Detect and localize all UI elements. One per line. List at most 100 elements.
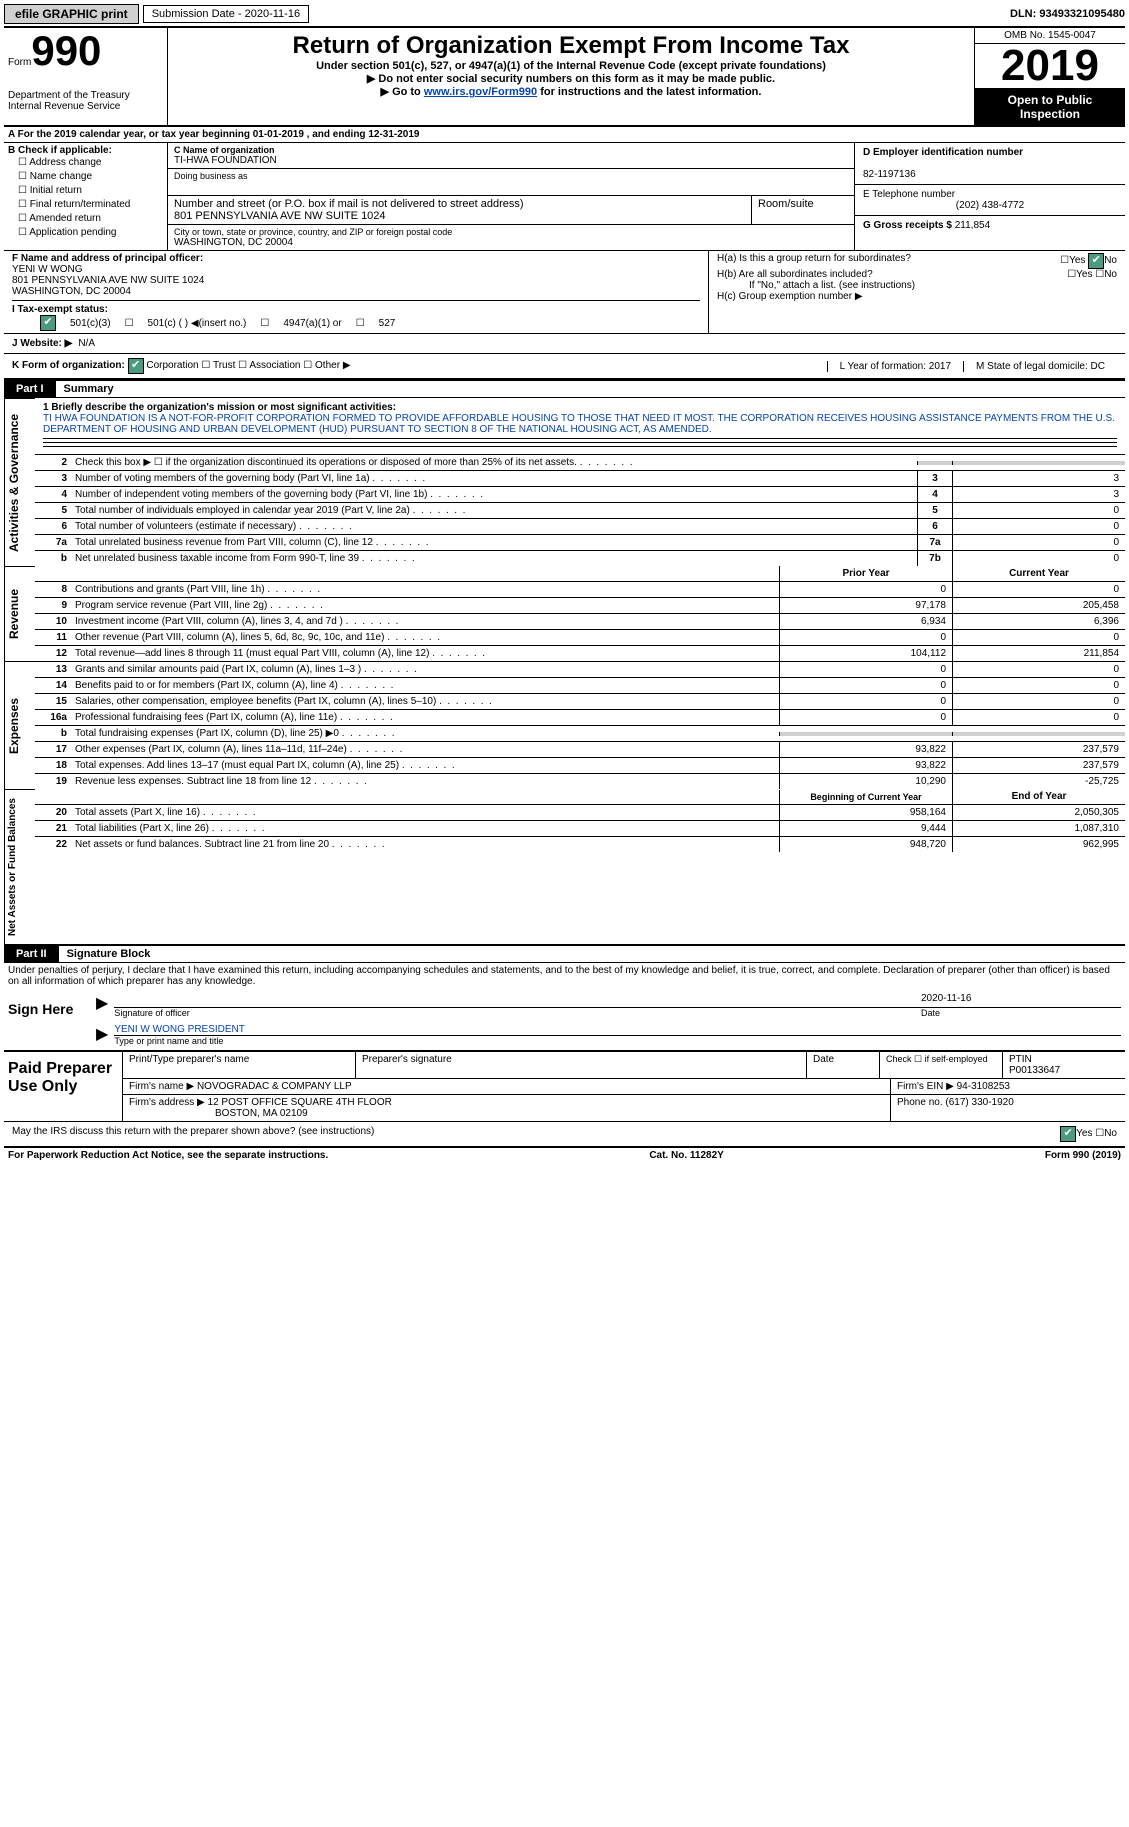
ptin-value: P00133647	[1009, 1065, 1060, 1076]
signature-block: Under penalties of perjury, I declare th…	[4, 963, 1125, 1052]
side-governance: Activities & Governance	[4, 398, 35, 566]
chk-initial-return[interactable]: Initial return	[8, 184, 163, 198]
governance-section: Activities & Governance 1 Briefly descri…	[4, 398, 1125, 566]
ha-lbl: H(a) Is this a group return for subordin…	[717, 253, 911, 269]
chk-final-return[interactable]: Final return/terminated	[8, 198, 163, 212]
sig-date-lbl: Date	[921, 1008, 1121, 1018]
expenses-section: Expenses 13Grants and similar amounts pa…	[4, 661, 1125, 789]
officer-block: F Name and address of principal officer:…	[4, 251, 1125, 334]
summary-line: bNet unrelated business taxable income f…	[35, 550, 1125, 566]
chk-corporation[interactable]: ✔	[128, 358, 144, 374]
caret-icon: ▶	[96, 993, 108, 1018]
opt-501c: 501(c) ( ) ◀(insert no.)	[148, 318, 247, 329]
firm-addr1: 12 POST OFFICE SQUARE 4TH FLOOR	[208, 1097, 392, 1108]
name-lbl: C Name of organization	[174, 145, 275, 155]
footer: For Paperwork Reduction Act Notice, see …	[4, 1148, 1125, 1163]
entity-block: B Check if applicable: Address change Na…	[4, 143, 1125, 251]
summary-line: 17Other expenses (Part IX, column (A), l…	[35, 741, 1125, 757]
summary-line: 13Grants and similar amounts paid (Part …	[35, 661, 1125, 677]
summary-line: 11Other revenue (Part VIII, column (A), …	[35, 629, 1125, 645]
gross-value: 211,854	[955, 220, 990, 231]
summary-line: 14Benefits paid to or for members (Part …	[35, 677, 1125, 693]
caret-icon: ▶	[96, 1024, 108, 1046]
chk-501c3[interactable]: ✔	[40, 315, 56, 331]
summary-line: 10Investment income (Part VIII, column (…	[35, 613, 1125, 629]
col-end: End of Year	[952, 789, 1125, 804]
street-address: 801 PENNSYLVANIA AVE NW SUITE 1024	[174, 210, 745, 222]
firm-phone: (617) 330-1920	[945, 1097, 1013, 1108]
efile-print-btn[interactable]: efile GRAPHIC print	[4, 4, 139, 24]
summary-line: 5Total number of individuals employed in…	[35, 502, 1125, 518]
col-begin: Beginning of Current Year	[779, 790, 952, 804]
col-prior: Prior Year	[779, 566, 952, 581]
part2-num: Part II	[4, 946, 59, 962]
chk-amended[interactable]: Amended return	[8, 212, 163, 226]
ha-answer[interactable]: ☐Yes ✔No	[1060, 253, 1117, 269]
part1-num: Part I	[4, 381, 56, 397]
part2-header: Part II Signature Block	[4, 944, 1125, 963]
discuss-row: May the IRS discuss this return with the…	[4, 1122, 1125, 1148]
tel-value: (202) 438-4772	[863, 200, 1117, 211]
org-name: TI-HWA FOUNDATION	[174, 155, 848, 166]
form-header: Form990 Department of the Treasury Inter…	[4, 28, 1125, 127]
summary-line: 3Number of voting members of the governi…	[35, 470, 1125, 486]
officer-printed-name: YENI W WONG PRESIDENT	[114, 1024, 1121, 1036]
sig-date: 2020-11-16	[921, 993, 1121, 1007]
under-section: Under section 501(c), 527, or 4947(a)(1)…	[172, 60, 970, 72]
summary-line: 15Salaries, other compensation, employee…	[35, 693, 1125, 709]
dept-treasury: Department of the Treasury Internal Reve…	[8, 90, 163, 112]
ein-lbl: D Employer identification number	[863, 147, 1023, 158]
form-title: Return of Organization Exempt From Incom…	[172, 32, 970, 60]
section-b-hdr: B Check if applicable:	[8, 145, 112, 156]
city-state-zip: WASHINGTON, DC 20004	[174, 237, 848, 248]
prep-date-hdr: Date	[807, 1052, 880, 1078]
irs-link[interactable]: www.irs.gov/Form990	[424, 86, 537, 98]
chk-app-pending[interactable]: Application pending	[8, 226, 163, 240]
col-current: Current Year	[952, 566, 1125, 581]
officer-addr1: 801 PENNSYLVANIA AVE NW SUITE 1024	[12, 275, 204, 286]
chk-name-change[interactable]: Name change	[8, 170, 163, 184]
summary-line: 7aTotal unrelated business revenue from …	[35, 534, 1125, 550]
period-row: A For the 2019 calendar year, or tax yea…	[4, 127, 1125, 143]
dln: DLN: 93493321095480	[1010, 8, 1125, 20]
side-revenue: Revenue	[4, 566, 35, 661]
room-lbl: Room/suite	[758, 198, 848, 210]
website-row: J Website: ▶ N/A	[4, 334, 1125, 354]
hb-answer[interactable]: ☐Yes ☐No	[1067, 269, 1117, 280]
revenue-section: Revenue Prior Year Current Year 8Contrib…	[4, 566, 1125, 661]
side-expenses: Expenses	[4, 661, 35, 789]
hb-note: If "No," attach a list. (see instruction…	[717, 280, 1117, 291]
prep-name-hdr: Print/Type preparer's name	[123, 1052, 356, 1078]
part1-header: Part I Summary	[4, 379, 1125, 398]
firm-ein-lbl: Firm's EIN ▶	[897, 1081, 954, 1092]
firm-name-lbl: Firm's name ▶	[129, 1081, 194, 1092]
chk-address-change[interactable]: Address change	[8, 156, 163, 170]
opt-assoc: Association	[249, 360, 300, 371]
firm-phone-lbl: Phone no.	[897, 1097, 943, 1108]
opt-501c3: 501(c)(3)	[70, 318, 111, 329]
net-assets-section: Net Assets or Fund Balances Beginning of…	[4, 789, 1125, 944]
part2-title: Signature Block	[59, 946, 159, 962]
city-lbl: City or town, state or province, country…	[174, 227, 848, 237]
prep-sig-hdr: Preparer's signature	[356, 1052, 807, 1078]
ptin-lbl: PTIN	[1009, 1054, 1032, 1065]
hb-lbl: H(b) Are all subordinates included?	[717, 269, 873, 280]
firm-ein: 94-3108253	[957, 1081, 1010, 1092]
summary-line: 22Net assets or fund balances. Subtract …	[35, 836, 1125, 852]
prep-self-emp[interactable]: Check ☐ if self-employed	[880, 1052, 1003, 1078]
paperwork-notice: For Paperwork Reduction Act Notice, see …	[8, 1150, 328, 1161]
paid-preparer-lbl: Paid Preparer Use Only	[4, 1052, 123, 1121]
cat-no: Cat. No. 11282Y	[649, 1150, 723, 1161]
discuss-answer[interactable]: ✔Yes ☐No	[1060, 1126, 1117, 1142]
year-formation: L Year of formation: 2017	[827, 361, 963, 372]
firm-name: NOVOGRADAC & COMPANY LLP	[197, 1081, 352, 1092]
topbar: efile GRAPHIC print Submission Date - 20…	[4, 4, 1125, 28]
summary-line: 20Total assets (Part X, line 16)958,1642…	[35, 804, 1125, 820]
tax-exempt-lbl: I Tax-exempt status:	[12, 304, 108, 315]
summary-line: 8Contributions and grants (Part VIII, li…	[35, 581, 1125, 597]
sign-here-lbl: Sign Here	[4, 989, 92, 1050]
opt-trust: Trust	[213, 360, 235, 371]
opt-4947: 4947(a)(1) or	[283, 318, 341, 329]
summary-line: 16aProfessional fundraising fees (Part I…	[35, 709, 1125, 725]
discuss-text: May the IRS discuss this return with the…	[12, 1126, 374, 1137]
